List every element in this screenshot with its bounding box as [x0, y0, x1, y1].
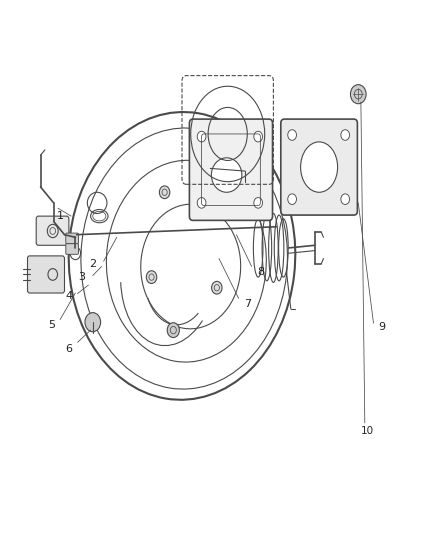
- Circle shape: [212, 281, 222, 294]
- Text: 1: 1: [57, 211, 64, 221]
- Circle shape: [254, 131, 262, 142]
- Text: 9: 9: [378, 322, 386, 333]
- Circle shape: [288, 194, 297, 205]
- Text: 2: 2: [89, 259, 96, 269]
- Text: 6: 6: [65, 344, 72, 354]
- Circle shape: [159, 186, 170, 199]
- Circle shape: [341, 194, 350, 205]
- Circle shape: [85, 313, 101, 332]
- Ellipse shape: [300, 142, 338, 192]
- Circle shape: [341, 130, 350, 140]
- Circle shape: [350, 85, 366, 104]
- Circle shape: [254, 198, 262, 208]
- Circle shape: [167, 322, 180, 337]
- FancyBboxPatch shape: [281, 119, 357, 215]
- FancyBboxPatch shape: [66, 233, 78, 244]
- FancyBboxPatch shape: [189, 119, 272, 220]
- Text: 8: 8: [257, 267, 264, 277]
- Text: 10: 10: [360, 426, 374, 436]
- Text: 7: 7: [244, 298, 251, 309]
- Text: 5: 5: [48, 320, 55, 330]
- FancyBboxPatch shape: [36, 216, 69, 245]
- Text: 3: 3: [78, 272, 85, 282]
- FancyBboxPatch shape: [28, 256, 64, 293]
- Text: 4: 4: [65, 290, 72, 301]
- Ellipse shape: [212, 158, 242, 192]
- Circle shape: [146, 271, 157, 284]
- Circle shape: [197, 131, 206, 142]
- Circle shape: [288, 130, 297, 140]
- FancyBboxPatch shape: [66, 244, 78, 254]
- Circle shape: [197, 198, 206, 208]
- Circle shape: [203, 181, 213, 193]
